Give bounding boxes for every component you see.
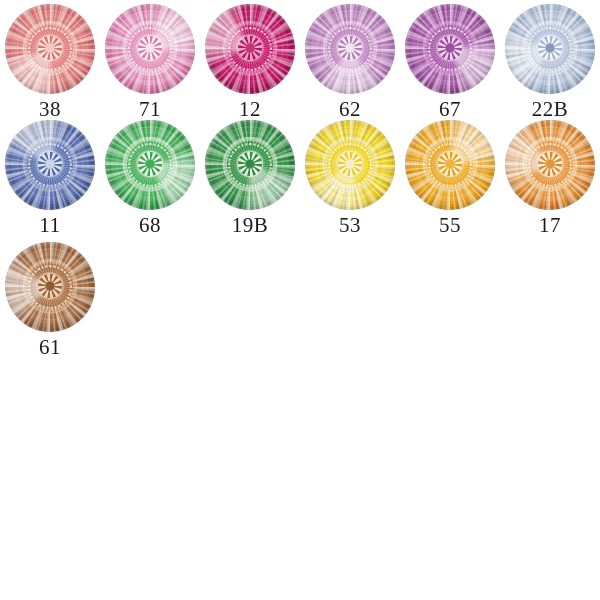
swatch-cell: 12 <box>200 4 300 120</box>
swatch-cell: 67 <box>400 4 500 120</box>
swatch-cell: 55 <box>400 120 500 236</box>
color-number-label: 62 <box>339 97 361 121</box>
crochet-doily-photo <box>5 120 95 210</box>
swatch-cell: 22B <box>500 4 600 120</box>
color-number-label: 71 <box>139 97 161 121</box>
center-motif <box>238 36 262 61</box>
color-number-label: 19B <box>231 213 269 237</box>
color-number-label: 67 <box>439 97 461 121</box>
center-motif <box>238 152 262 177</box>
crochet-doily-photo <box>505 4 595 94</box>
color-number-label: 11 <box>39 213 61 237</box>
color-number-label: 38 <box>39 97 61 121</box>
crochet-doily-photo <box>405 4 495 94</box>
center-motif <box>538 36 562 61</box>
color-number-label: 55 <box>439 213 461 237</box>
center-motif <box>138 152 162 177</box>
center-motif <box>138 36 162 61</box>
swatch-cell: 17 <box>500 120 600 236</box>
color-number-label: 61 <box>39 335 61 359</box>
center-motif <box>438 152 462 177</box>
crochet-doily-photo <box>505 120 595 210</box>
crochet-doily-photo <box>105 120 195 210</box>
swatch-row-2: 11 68 19B 53 <box>0 120 600 236</box>
swatch-cell: 53 <box>300 120 400 236</box>
center-motif <box>538 152 562 177</box>
crochet-doily-photo <box>105 4 195 94</box>
center-motif <box>38 36 62 61</box>
center-motif <box>338 152 362 177</box>
swatch-cell: 71 <box>100 4 200 120</box>
color-number-label: 12 <box>239 97 261 121</box>
swatch-row-1: 38 71 12 62 <box>0 4 600 120</box>
swatch-cell: 11 <box>0 120 100 236</box>
color-number-label: 53 <box>339 213 361 237</box>
crochet-doily-photo <box>305 120 395 210</box>
swatch-cell: 38 <box>0 4 100 120</box>
crochet-doily-photo <box>5 242 95 332</box>
crochet-doily-photo <box>405 120 495 210</box>
center-motif <box>438 36 462 61</box>
swatch-row-3: 61 <box>0 242 600 358</box>
crochet-doily-photo <box>205 120 295 210</box>
crochet-doily-photo <box>305 4 395 94</box>
color-number-label: 22B <box>531 97 569 121</box>
color-number-label: 68 <box>139 213 161 237</box>
swatch-cell: 62 <box>300 4 400 120</box>
swatch-cell: 61 <box>0 242 100 358</box>
crochet-doily-photo <box>5 4 95 94</box>
crochet-doily-photo <box>205 4 295 94</box>
center-motif <box>38 274 62 299</box>
swatch-cell: 19B <box>200 120 300 236</box>
swatch-cell: 68 <box>100 120 200 236</box>
center-motif <box>38 152 62 177</box>
color-number-label: 17 <box>539 213 561 237</box>
center-motif <box>338 36 362 61</box>
